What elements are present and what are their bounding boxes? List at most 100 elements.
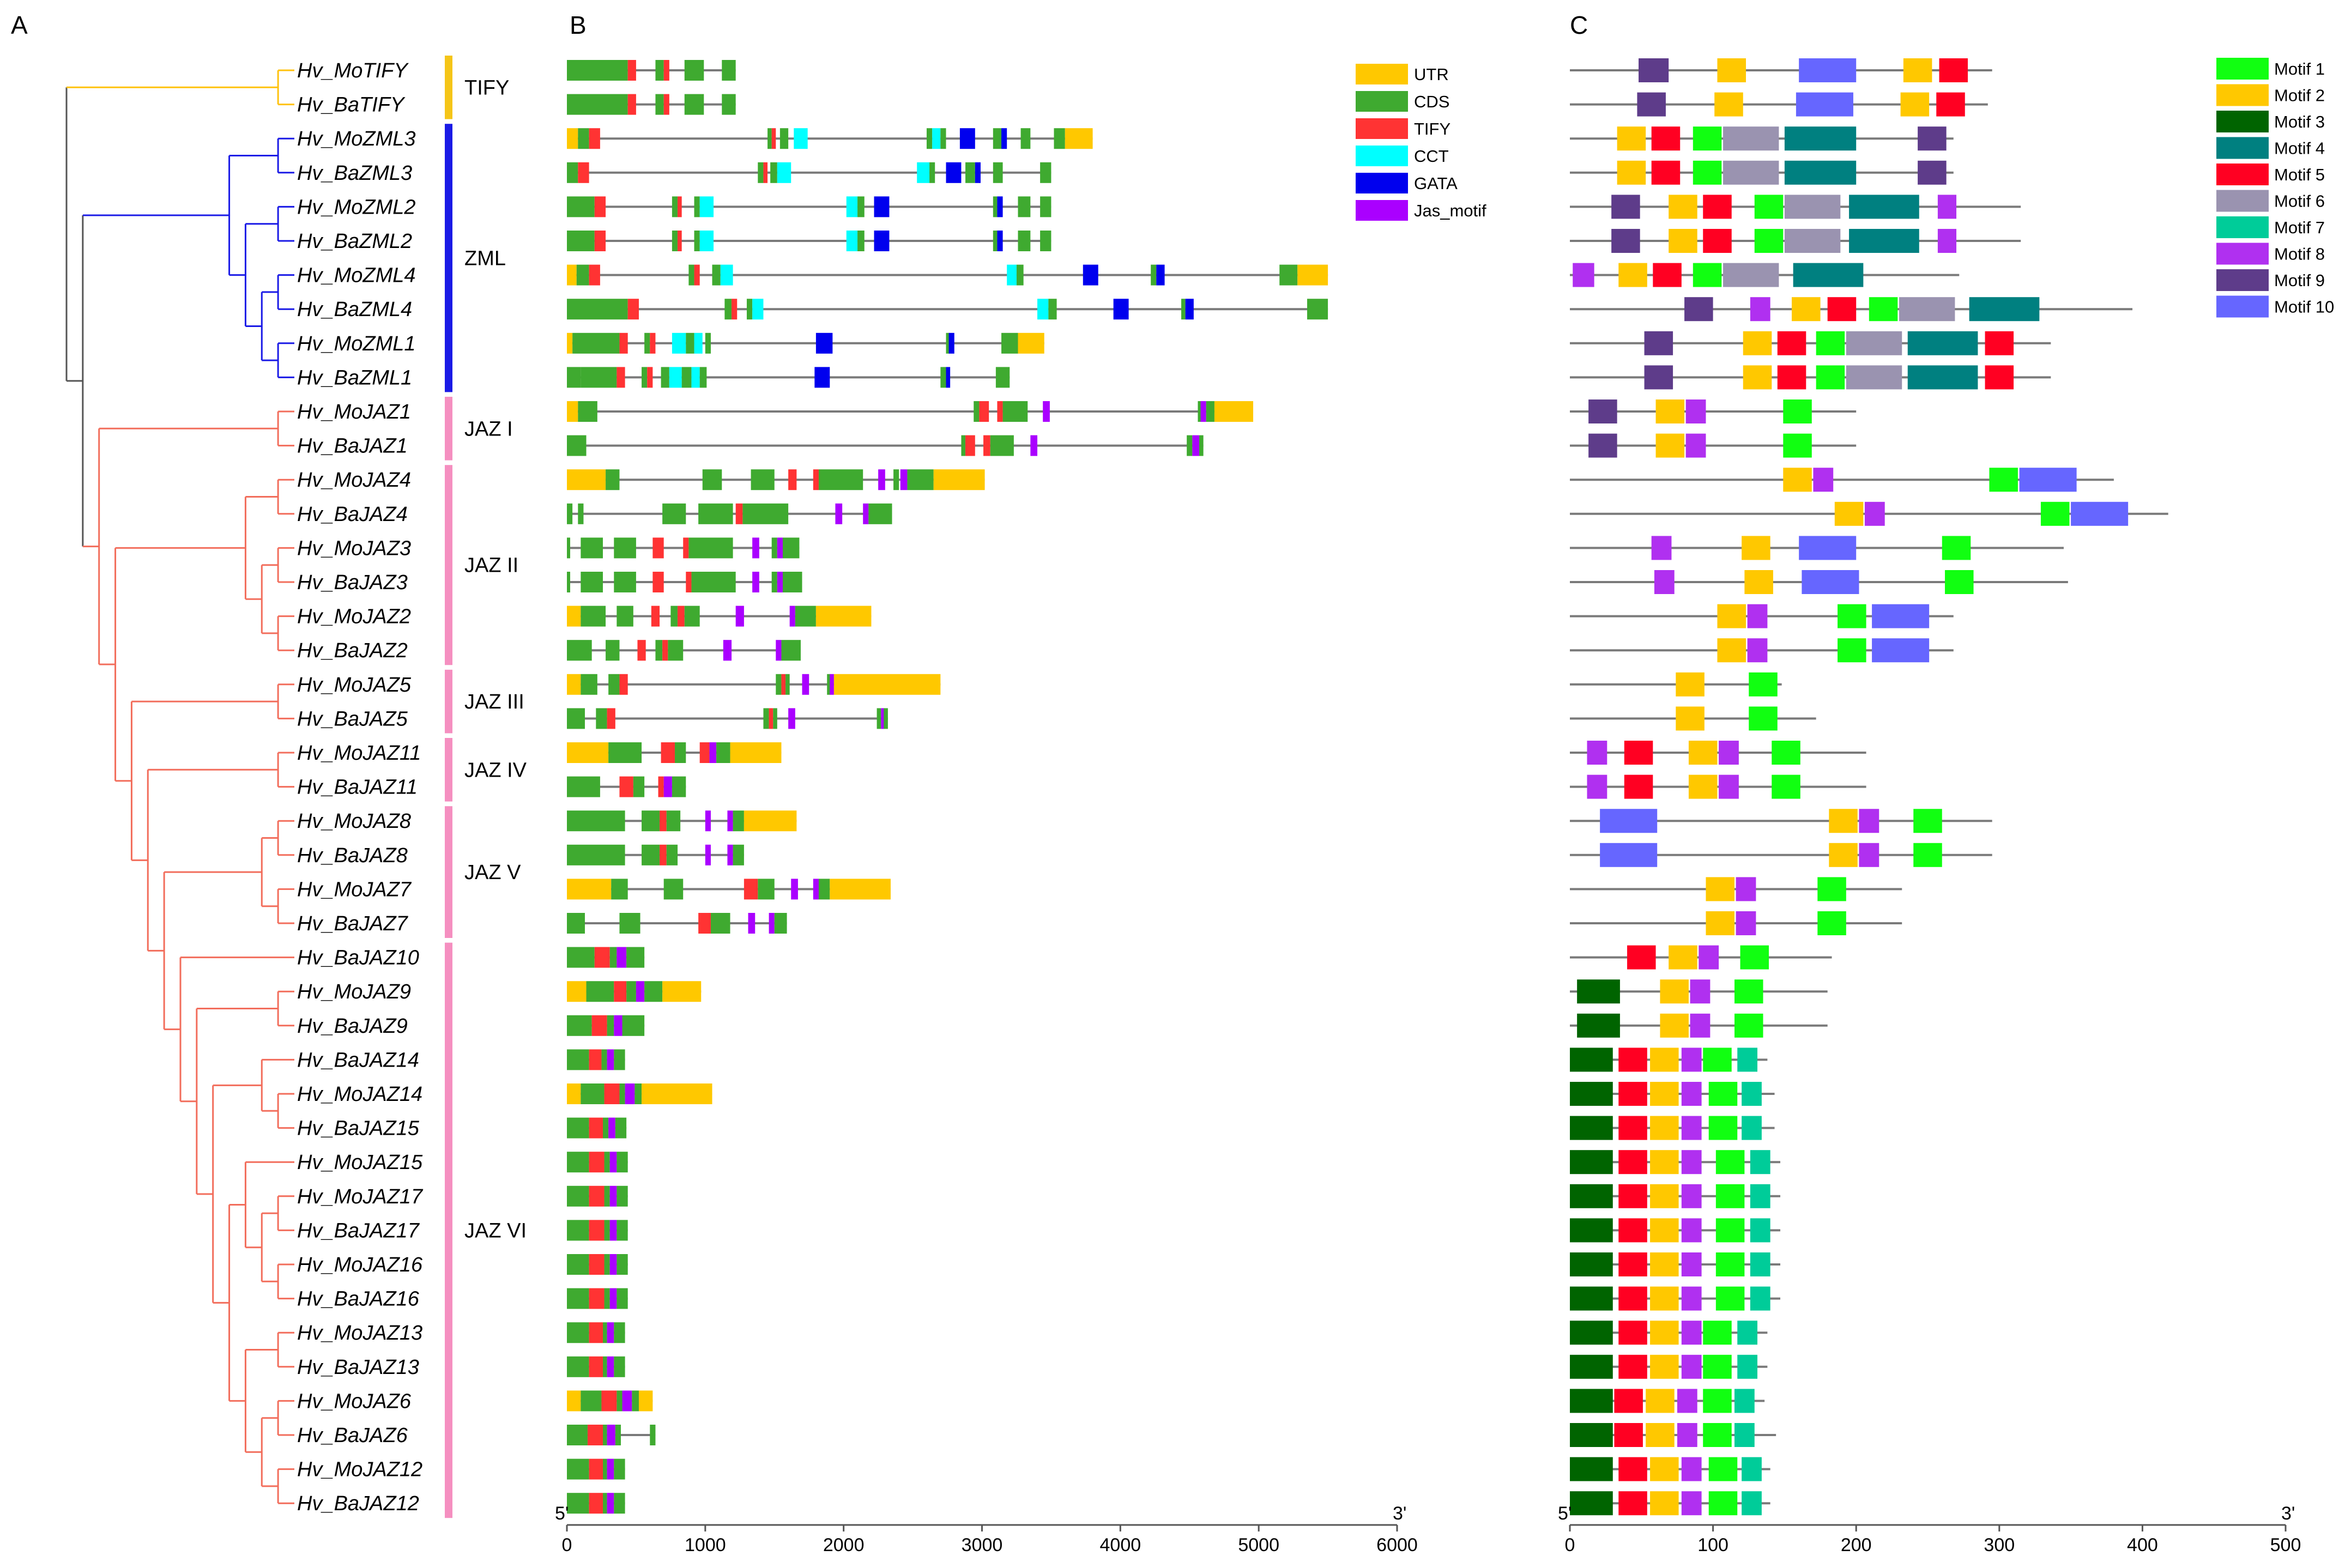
gene-structure-row [567, 742, 782, 763]
motif-2-box [1676, 706, 1705, 731]
feature-cds [655, 60, 664, 81]
feature-tify [678, 606, 685, 627]
feature-gata [1156, 264, 1165, 286]
motif-row [1570, 1082, 1775, 1106]
motif-5-box [1618, 1286, 1647, 1311]
feature-cds [578, 401, 597, 422]
feature-tify [619, 674, 628, 695]
feature-jas-motif [609, 1152, 617, 1173]
motif-7-box [1750, 1150, 1770, 1175]
feature-tify [660, 810, 667, 832]
motif-3-box [1570, 1082, 1613, 1106]
motif-2-box [1706, 877, 1734, 901]
feature-tify [589, 1288, 605, 1309]
feature-tify [589, 1185, 605, 1207]
gene-structure-row [567, 1425, 656, 1445]
feature-tify [601, 1390, 617, 1412]
gene-structure-row [567, 503, 892, 524]
feature-cds [818, 469, 863, 491]
motif-8-box [1685, 433, 1706, 458]
feature-cct [777, 162, 791, 183]
feature-cds [751, 469, 775, 491]
feature-jas-motif [617, 947, 627, 968]
motif-2-box [1829, 809, 1858, 833]
motif-9-box [1611, 195, 1640, 219]
feature-cds [827, 674, 831, 695]
motif-1-box [1772, 741, 1800, 765]
motif-row [1570, 774, 1866, 799]
gene-structure-row [567, 264, 1328, 286]
feature-cds [907, 469, 934, 491]
feature-jas-motif [609, 1288, 617, 1309]
feature-tify [650, 332, 656, 354]
motif-row [1570, 1423, 1776, 1447]
feature-cds [993, 231, 998, 251]
feature-jas-motif [789, 606, 795, 627]
feature-cct [1037, 299, 1049, 320]
legend-label-gata: GATA [1414, 174, 1458, 193]
motif-row [1570, 468, 2114, 492]
motif-row [1570, 126, 1954, 151]
feature-tify [604, 1083, 620, 1104]
motif-2-box [1617, 160, 1646, 185]
motif-9-box [1644, 365, 1673, 390]
feature-utr [662, 981, 702, 1002]
gene-label: Hv_MoJAZ14 [297, 1083, 422, 1106]
feature-cds [614, 1322, 625, 1343]
feature-cds [642, 367, 648, 388]
motif-2-box [1714, 92, 1743, 117]
feature-tify [997, 401, 1003, 422]
feature-cds [614, 1049, 625, 1070]
feature-cds [602, 1425, 607, 1445]
feature-cds [604, 1152, 610, 1173]
feature-tify [619, 776, 633, 797]
motif-1-box [1703, 1423, 1732, 1447]
feature-tify [663, 60, 669, 81]
gene-label: Hv_BaJAZ12 [297, 1492, 419, 1515]
motif-3-box [1570, 1423, 1613, 1447]
group-label-jaz-iii: JAZ III [464, 691, 524, 713]
motif-5-box [1618, 1457, 1647, 1481]
gene-structure-row [567, 231, 1051, 251]
motif-row [1570, 1184, 1781, 1208]
feature-cds [567, 1117, 589, 1139]
gene-structure-row [567, 913, 787, 934]
feature-cds [782, 537, 800, 559]
feature-jas-motif [788, 708, 795, 729]
motif-row [1570, 263, 1960, 287]
motif-6-box [1784, 229, 1841, 253]
feature-utr [567, 264, 577, 286]
feature-tify [627, 299, 639, 320]
motif-5-box [1618, 1184, 1647, 1208]
feature-cds [602, 1493, 607, 1514]
feature-jas-motif [1030, 435, 1038, 456]
feature-cds [567, 1185, 589, 1207]
feature-tify [683, 537, 689, 559]
motif-5-box [1653, 263, 1682, 287]
feature-cds [993, 196, 998, 217]
motif-3-box [1570, 1252, 1613, 1276]
gene-label: Hv_MoJAZ8 [297, 810, 411, 833]
motif-1-box [1703, 1389, 1732, 1413]
group-bar-tify [445, 56, 452, 119]
gene-label: Hv_BaJAZ1 [297, 435, 408, 458]
gene-structure-axis: 0 1000 2000 3000 4000 5000 6000 5' 3' [555, 1503, 1418, 1555]
motif-8-box [1864, 501, 1885, 526]
feature-utr [567, 981, 587, 1002]
gene-structure-legend: UTR CDS TIFY CCT GATA Jas_motif [1356, 64, 1486, 221]
group-bar-jaz-vi [445, 942, 452, 1518]
group-bar-jaz-ii [445, 465, 452, 665]
motif-3-box [1570, 1389, 1613, 1413]
motif-1-box [1838, 638, 1866, 663]
feature-cds [567, 1322, 589, 1343]
motif-row [1570, 365, 2051, 390]
feature-cds [733, 810, 744, 832]
feature-jas-motif [881, 708, 885, 729]
feature-cds [818, 879, 830, 900]
motif-5-box [1614, 1423, 1643, 1447]
gene-structure-panel [567, 60, 1328, 1514]
feature-tify [699, 742, 710, 763]
legend-swatch-jas-motif [1356, 200, 1408, 221]
feature-tify [589, 1493, 603, 1514]
